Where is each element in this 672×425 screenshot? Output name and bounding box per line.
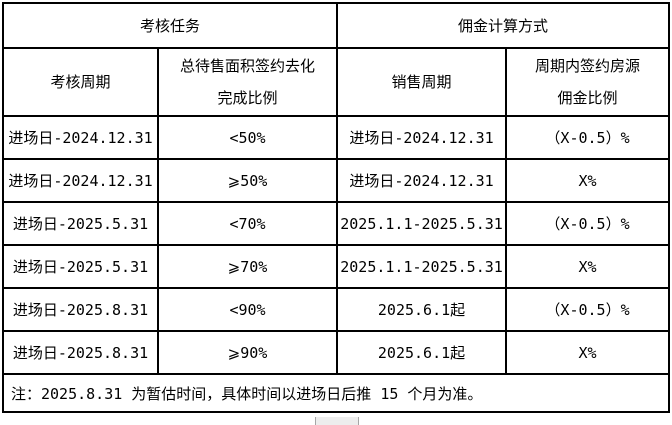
cell-assessment-period: 进场日-2024.12.31 (2, 158, 159, 203)
header-line: 考核周期 (50, 73, 111, 91)
cell-commission-rate: X% (505, 158, 671, 203)
cell-assessment-period: 进场日-2025.8.31 (2, 287, 159, 332)
cell-sales-period: 进场日-2024.12.31 (336, 115, 508, 160)
table-row: 进场日-2025.8.31 <90% 2025.6.1起 （X-0.5）% (2, 287, 671, 332)
cell-assessment-period: 进场日-2025.5.31 (2, 244, 159, 289)
header-line: 周期内签约房源 (535, 57, 641, 75)
table-row: 进场日-2024.12.31 <50% 进场日-2024.12.31 （X-0.… (2, 115, 671, 160)
column-header-sales-period: 销售周期 (336, 47, 508, 117)
cell-commission-rate: （X-0.5）% (505, 201, 671, 246)
cell-completion-ratio: <90% (156, 287, 339, 332)
cell-completion-ratio: ⩾50% (156, 158, 339, 203)
cell-sales-period: 2025.6.1起 (336, 287, 508, 332)
scrollbar-thumb[interactable] (315, 417, 359, 425)
cell-assessment-period: 进场日-2025.5.31 (2, 201, 159, 246)
table-row: 进场日-2025.5.31 ⩾70% 2025.1.1-2025.5.31 X% (2, 244, 671, 289)
footnote: 注：2025.8.31 为暂估时间，具体时间以进场日后推 15 个月为准。 (1, 373, 671, 413)
table-row-column-header: 考核周期 总待售面积签约去化 完成比例 销售周期 周期内签约房源 佣金比例 (2, 47, 671, 117)
table-row: 进场日-2025.5.31 <70% 2025.1.1-2025.5.31 （X… (2, 201, 671, 246)
table-row-footnote: 注：2025.8.31 为暂估时间，具体时间以进场日后推 15 个月为准。 (1, 373, 671, 413)
cell-sales-period: 进场日-2024.12.31 (336, 158, 508, 203)
cell-commission-rate: （X-0.5）% (505, 115, 671, 160)
header-line: 销售周期 (391, 73, 452, 91)
cell-completion-ratio: ⩾70% (156, 244, 339, 289)
header-line: 完成比例 (217, 89, 278, 107)
cell-sales-period: 2025.1.1-2025.5.31 (336, 244, 508, 289)
column-header-commission-rate: 周期内签约房源 佣金比例 (505, 47, 671, 117)
column-header-assessment-period: 考核周期 (2, 47, 159, 117)
table-row: 进场日-2024.12.31 ⩾50% 进场日-2024.12.31 X% (2, 158, 671, 203)
header-line: 佣金比例 (557, 89, 618, 107)
group-header-assessment-task: 考核任务 (1, 2, 339, 49)
cell-assessment-period: 进场日-2025.8.31 (2, 330, 159, 375)
cell-sales-period: 2025.1.1-2025.5.31 (336, 201, 508, 246)
cell-assessment-period: 进场日-2024.12.31 (2, 115, 159, 160)
cell-commission-rate: （X-0.5）% (505, 287, 671, 332)
group-header-commission-method: 佣金计算方式 (336, 2, 671, 49)
cell-commission-rate: X% (505, 330, 671, 375)
cell-commission-rate: X% (505, 244, 671, 289)
column-header-completion-ratio: 总待售面积签约去化 完成比例 (156, 47, 339, 117)
table-row-group-header: 考核任务 佣金计算方式 (1, 2, 671, 49)
cell-sales-period: 2025.6.1起 (336, 330, 508, 375)
table-row: 进场日-2025.8.31 ⩾90% 2025.6.1起 X% (2, 330, 671, 375)
header-line: 总待售面积签约去化 (180, 57, 316, 75)
cell-completion-ratio: ⩾90% (156, 330, 339, 375)
commission-table: 考核任务 佣金计算方式 考核周期 总待售面积签约去化 完成比例 销售周期 周期内… (1, 2, 671, 413)
cell-completion-ratio: <70% (156, 201, 339, 246)
cell-completion-ratio: <50% (156, 115, 339, 160)
